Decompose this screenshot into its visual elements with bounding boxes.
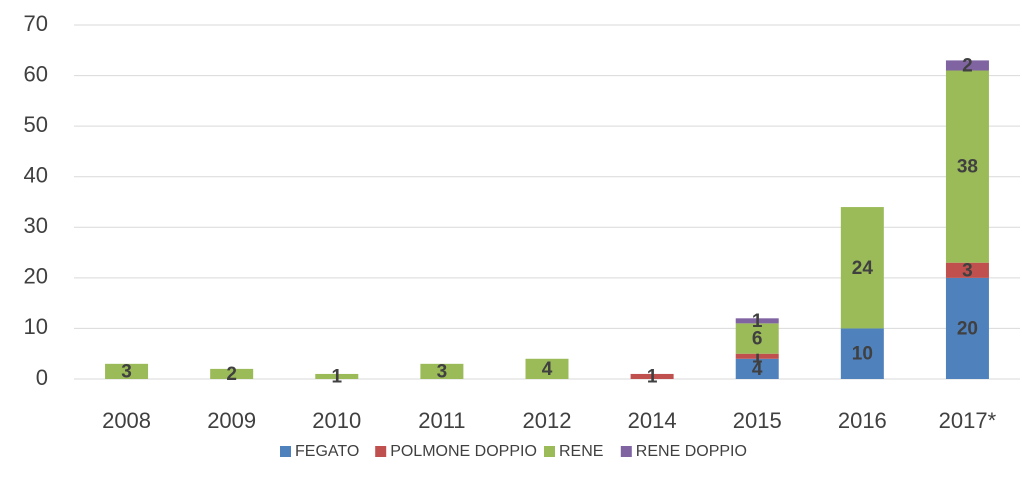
bar-segment: [315, 373, 359, 379]
data-label: 1: [752, 346, 763, 367]
legend-swatch: [375, 446, 387, 457]
x-tick-label: 2016: [838, 408, 887, 433]
bar-segment: [945, 60, 989, 71]
bar-segment: [945, 262, 989, 278]
legend-swatch: [280, 446, 291, 457]
x-tick-label: 2014: [628, 408, 677, 433]
bar-segment: [840, 328, 884, 379]
bar-segment: [630, 373, 674, 379]
bar-segment: [210, 368, 254, 379]
x-tick-label: 2008: [102, 408, 151, 433]
bar-segment: [735, 353, 779, 359]
y-tick-label: 20: [24, 264, 48, 289]
bar-segment: [840, 207, 884, 329]
bar-segment: [420, 363, 464, 379]
data-label: 38: [957, 157, 978, 178]
y-tick-label: 30: [24, 213, 48, 238]
data-label: 24: [852, 258, 874, 279]
x-tick-label: 2015: [733, 408, 782, 433]
bar-segment: [735, 323, 779, 354]
data-label: 2: [226, 364, 237, 385]
bar-segment: [735, 358, 779, 379]
y-tick-label: 50: [24, 112, 48, 137]
data-label: 1: [647, 366, 658, 387]
data-label: 2: [962, 55, 973, 76]
data-label: 1: [331, 366, 342, 387]
legend-label: POLMONE DOPPIO: [390, 443, 537, 460]
data-label: 4: [752, 359, 763, 380]
x-tick-label: 2012: [523, 408, 572, 433]
legend-swatch: [620, 446, 632, 457]
legend-label: RENE DOPPIO: [636, 443, 747, 460]
x-tick-label: 2009: [207, 408, 256, 433]
y-tick-label: 10: [24, 314, 48, 339]
y-tick-label: 70: [24, 11, 48, 36]
bar-segment: [525, 358, 569, 379]
x-tick-label: 2011: [418, 408, 465, 433]
x-tick-label: 2017*: [939, 408, 997, 433]
data-label: 20: [957, 318, 978, 339]
bar-segment: [735, 318, 779, 324]
bar-segment: [945, 277, 989, 379]
x-tick-label: 2010: [312, 408, 361, 433]
data-label: 3: [962, 260, 973, 281]
y-tick-label: 60: [24, 61, 48, 86]
data-label: 6: [752, 329, 763, 350]
legend-label: FEGATO: [295, 443, 359, 460]
data-label: 3: [121, 361, 132, 382]
y-tick-label: 0: [36, 365, 48, 390]
bar-segment: [945, 70, 989, 263]
data-label: 3: [437, 361, 448, 382]
y-tick-label: 40: [24, 163, 48, 188]
legend-label: RENE: [559, 443, 603, 460]
data-label: 1: [752, 311, 763, 332]
data-label: 10: [852, 344, 873, 365]
bar-segment: [105, 363, 149, 379]
data-label: 4: [542, 359, 553, 380]
legend-swatch: [544, 446, 555, 457]
